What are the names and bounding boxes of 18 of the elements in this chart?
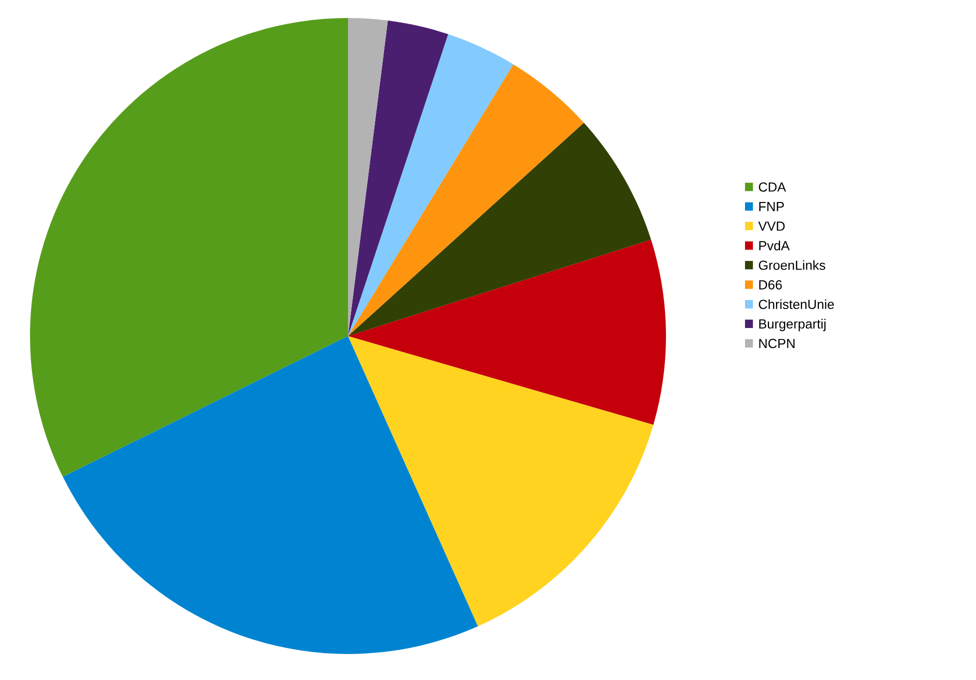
pie-slice [348, 64, 584, 336]
legend-label: GroenLinks [758, 260, 826, 270]
legend-label: ChristenUnie [758, 299, 834, 310]
pie-slice [348, 34, 514, 336]
legend-label: Burgerpartij [759, 318, 826, 332]
pie-slice [62, 336, 478, 654]
pie-slice [348, 122, 652, 336]
legend-label: D66 [759, 280, 782, 290]
pie-slice [348, 240, 666, 425]
legend-label: NCPN [759, 338, 795, 348]
pie-slice [348, 18, 388, 336]
legend-label: CDA [758, 182, 786, 192]
pie-slice [348, 20, 448, 336]
pie-slice [30, 18, 348, 477]
legend-label: PvdA [759, 240, 790, 250]
pie-slice [348, 336, 654, 626]
legend-label: VVD [758, 222, 785, 231]
legend-label: FNP [759, 202, 784, 212]
